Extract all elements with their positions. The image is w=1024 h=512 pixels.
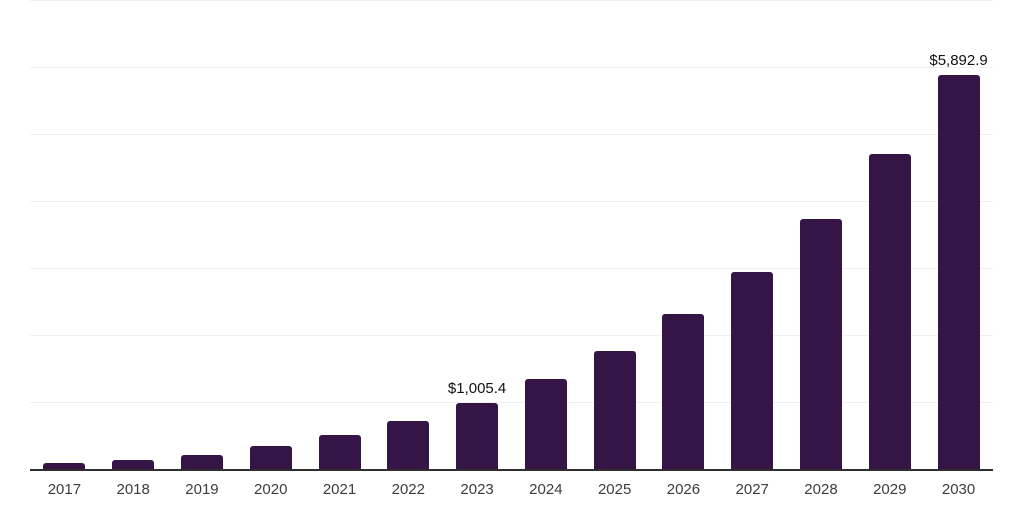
bar-slot-2030: $5,892.9 <box>924 1 993 470</box>
x-tick-label-2024: 2024 <box>529 481 563 498</box>
gridline <box>30 134 993 135</box>
bar-2030 <box>937 75 980 470</box>
bar-2026 <box>662 314 705 470</box>
gridline <box>30 402 993 403</box>
value-label-2023: $1,005.4 <box>447 379 507 397</box>
x-tick-label-2018: 2018 <box>116 481 150 498</box>
x-tick-label-2022: 2022 <box>391 481 425 498</box>
x-tick-label-2027: 2027 <box>735 481 769 498</box>
x-tick-label-2021: 2021 <box>322 481 357 498</box>
x-axis-labels: 2017 2018 2019 2020 2021 2022 2023 2024 2025 2026… <box>30 479 993 501</box>
gridline <box>30 201 993 202</box>
bar-2027 <box>731 271 774 470</box>
bar-2025 <box>593 350 636 470</box>
bar-2023 <box>456 402 499 470</box>
gridline <box>30 268 993 269</box>
bar-slot-2023: $1,005.4 <box>443 1 512 470</box>
gridline <box>30 0 993 1</box>
bar-2018 <box>112 459 155 470</box>
bars: $1,005.4 $5,892.9 <box>30 1 993 470</box>
x-tick-label-2019: 2019 <box>185 481 219 498</box>
bar-2020 <box>249 446 292 470</box>
bar-2028 <box>799 219 842 470</box>
gridline <box>30 67 993 68</box>
x-tick-label-2023: 2023 <box>460 481 494 498</box>
bar-2029 <box>868 154 911 470</box>
bar-slot-2029 <box>855 1 924 470</box>
x-tick-label-2020: 2020 <box>254 481 288 498</box>
bar-slot-2017 <box>30 1 99 470</box>
x-tick-label-2026: 2026 <box>666 481 701 498</box>
bar-slot-2026 <box>649 1 718 470</box>
bar-slot-2024 <box>511 1 580 470</box>
bar-2019 <box>180 455 223 470</box>
bar-slot-2019 <box>168 1 237 470</box>
plot-area: $1,005.4 $5,892.9 <box>30 0 993 471</box>
bar-slot-2020 <box>236 1 305 470</box>
bar-2022 <box>387 421 430 470</box>
x-tick-label-2030: 2030 <box>941 481 976 498</box>
bar-slot-2028 <box>787 1 856 470</box>
x-tick-label-2028: 2028 <box>804 481 838 498</box>
bar-slot-2021 <box>305 1 374 470</box>
x-tick-label-2025: 2025 <box>597 481 632 498</box>
x-tick-label-2017: 2017 <box>47 481 82 498</box>
x-tick-label-2029: 2029 <box>873 481 907 498</box>
bar-2024 <box>524 379 567 470</box>
bar-slot-2022 <box>374 1 443 470</box>
x-axis-line <box>30 469 993 471</box>
bar-slot-2018 <box>99 1 168 470</box>
gridline <box>30 335 993 336</box>
bar-2021 <box>318 434 361 470</box>
bar-slot-2025 <box>580 1 649 470</box>
bar-slot-2027 <box>718 1 787 470</box>
bar-2017 <box>43 462 86 470</box>
value-label-2030: $5,892.9 <box>929 52 988 70</box>
